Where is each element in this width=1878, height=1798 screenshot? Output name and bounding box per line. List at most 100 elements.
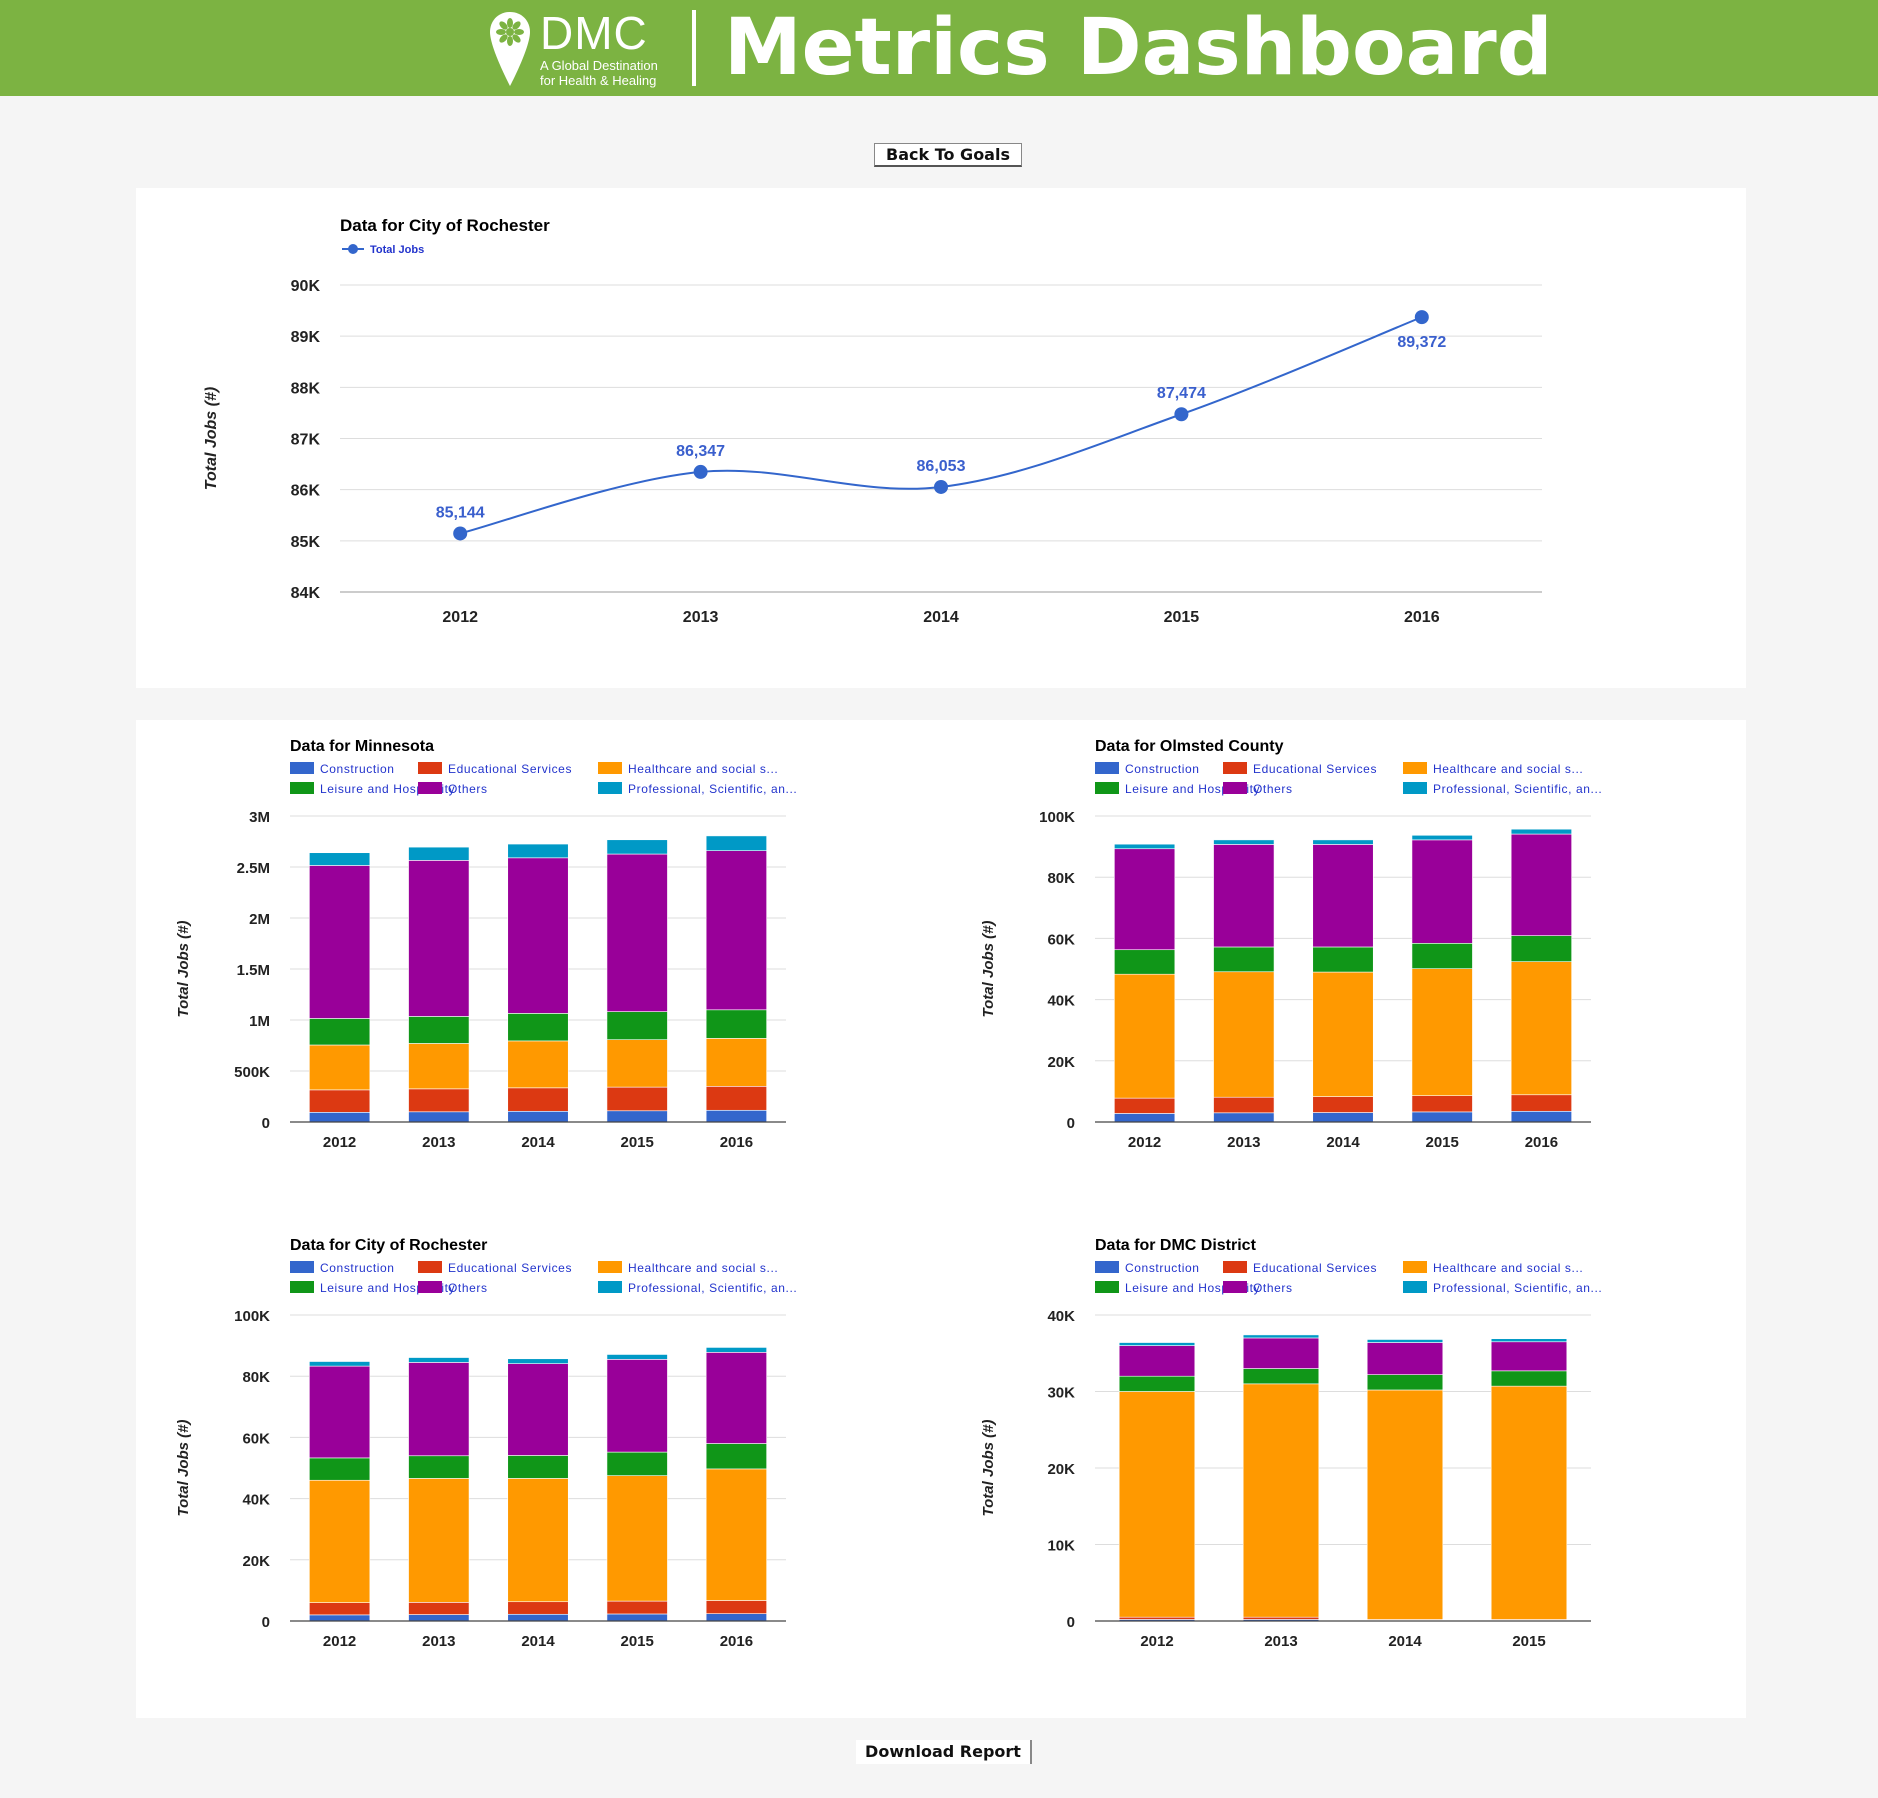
x-tick-label: 2012 — [323, 1633, 356, 1650]
map-pin-icon — [490, 12, 530, 86]
bar-segment — [1366, 1342, 1444, 1375]
back-to-goals-button[interactable]: Back To Goals — [874, 143, 1022, 167]
bar-segment — [408, 1111, 470, 1123]
bar-segment — [1213, 844, 1275, 948]
bar-segment — [705, 1038, 767, 1087]
legend-label: Professional, Scientific, an... — [1433, 1281, 1602, 1295]
legend-swatch — [1095, 1281, 1119, 1293]
bar-segment — [1411, 1111, 1473, 1123]
y-tick-label: 2.5M — [237, 860, 270, 877]
legend-swatch — [1095, 762, 1119, 774]
bar-segment — [1366, 1389, 1444, 1620]
bar-segment — [1213, 946, 1275, 973]
bar-segment — [507, 843, 569, 859]
bar-segment — [309, 1112, 371, 1123]
bar-segment — [1242, 1383, 1320, 1618]
download-report-button[interactable]: Download Report — [856, 1740, 1032, 1764]
legend-label: Construction — [1125, 762, 1200, 776]
bar-segment — [606, 1039, 668, 1088]
x-tick-label: 2013 — [422, 1633, 455, 1650]
bar-segment — [705, 1085, 767, 1111]
legend-swatch — [1403, 762, 1427, 774]
y-tick-label: 0 — [262, 1614, 270, 1631]
y-tick-label: 2M — [249, 911, 270, 928]
bar-segment — [705, 850, 767, 1011]
top-chart-panel: Data for City of Rochester Total Jobs 84K 8… — [136, 188, 1746, 688]
bar-segment — [309, 1457, 371, 1481]
logo-tagline-line2: for Health & Healing — [540, 73, 657, 88]
bar-segment — [1242, 1368, 1320, 1385]
series-line-total-jobs — [459, 316, 1423, 535]
legend-swatch — [598, 762, 622, 774]
bar-segment — [309, 1602, 371, 1616]
x-tick-label: 2015 — [621, 1134, 654, 1151]
y-axis-label: Total Jobs (#) — [175, 921, 192, 1018]
bar-segment — [1312, 971, 1374, 1097]
bar-chart-olmsted: Data for Olmsted County Construction Educa… — [980, 738, 1602, 1151]
x-tick-label: 2016 — [1404, 609, 1440, 626]
bar-segment — [507, 1478, 569, 1603]
bar-segment — [606, 1354, 668, 1360]
data-label: 87,474 — [1157, 385, 1206, 402]
y-tick-label: 100K — [1039, 809, 1075, 826]
bar-segment — [309, 1614, 371, 1622]
bar-segment — [408, 860, 470, 1017]
bar-segment — [309, 1361, 371, 1367]
legend-swatch — [290, 762, 314, 774]
legend-swatch — [1223, 762, 1247, 774]
logo-text: DMC — [540, 7, 648, 59]
bar-segment — [705, 1468, 767, 1601]
data-point — [934, 479, 948, 494]
bar-segment — [309, 1018, 371, 1046]
chart-title: Data for Minnesota — [290, 738, 434, 755]
dmc-logo[interactable]: DMC A Global Destination for Health & He… — [488, 6, 668, 90]
bar-segment — [408, 1478, 470, 1603]
data-point — [693, 464, 708, 479]
chart-title: Data for City of Rochester — [340, 216, 550, 235]
x-tick-label: 2015 — [1426, 1134, 1459, 1151]
bar-segment — [507, 1358, 569, 1364]
legend-label: Others — [448, 782, 488, 796]
bar-segment — [408, 1016, 470, 1044]
bar-segment — [1118, 1345, 1196, 1377]
header-divider — [692, 10, 696, 86]
y-tick-label: 80K — [242, 1369, 270, 1386]
bar-segment — [1242, 1334, 1320, 1339]
bar-segment — [408, 1357, 470, 1363]
y-tick-label: 40K — [1047, 993, 1075, 1010]
legend-swatch — [290, 1281, 314, 1293]
bar-segment — [1114, 973, 1176, 1099]
y-tick-label: 84K — [291, 585, 321, 602]
bar-segment — [309, 852, 371, 866]
legend-label: Healthcare and social s... — [1433, 1261, 1583, 1275]
y-tick-label: 10K — [1047, 1538, 1075, 1555]
bar-segment — [1114, 1113, 1176, 1123]
bar-segment — [1312, 839, 1374, 845]
bar-segment — [1411, 968, 1473, 1096]
bar-segment — [1490, 1370, 1568, 1387]
data-label: 89,372 — [1397, 334, 1446, 351]
chart-title: Data for Olmsted County — [1095, 738, 1284, 755]
bar-segment — [606, 1359, 668, 1453]
y-tick-label: 1.5M — [237, 962, 270, 979]
legend-label: Professional, Scientific, an... — [628, 782, 797, 796]
bar-segment — [705, 1109, 767, 1123]
bar-segment — [1213, 839, 1275, 845]
legend-label: Healthcare and social s... — [628, 762, 778, 776]
bar-segment — [606, 1011, 668, 1040]
x-tick-label: 2012 — [323, 1134, 356, 1151]
y-tick-label: 90K — [291, 278, 321, 295]
header-bar: DMC A Global Destination for Health & He… — [0, 0, 1878, 96]
y-tick-label: 89K — [291, 329, 321, 346]
bar-segment — [1510, 828, 1572, 835]
y-tick-label: 85K — [291, 534, 321, 551]
legend-swatch — [290, 1261, 314, 1273]
y-axis-label: Total Jobs (#) — [980, 921, 997, 1018]
bar-segment — [1242, 1337, 1320, 1369]
bar-segment — [408, 1043, 470, 1090]
legend-swatch — [290, 782, 314, 794]
y-tick-label: 20K — [1047, 1054, 1075, 1071]
data-label: 85,144 — [436, 504, 485, 521]
bar-segment — [1213, 1096, 1275, 1114]
bar-segment — [1510, 935, 1572, 962]
